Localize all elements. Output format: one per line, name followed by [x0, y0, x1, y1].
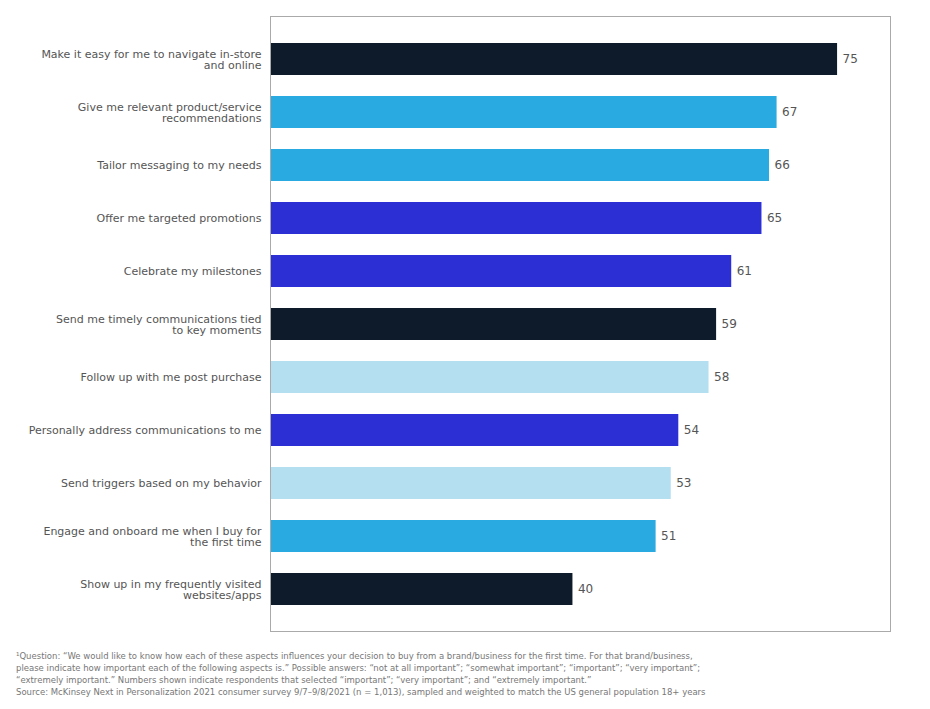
svg-text:Offer me targeted promotions: Offer me targeted promotions — [97, 212, 262, 225]
svg-text:Tailor messaging to my needs: Tailor messaging to my needs — [96, 159, 261, 172]
svg-text:61: 61 — [737, 264, 752, 278]
svg-text:Follow up with me post purchas: Follow up with me post purchase — [80, 371, 261, 384]
svg-text:53: 53 — [676, 476, 691, 490]
svg-text:40: 40 — [578, 582, 593, 596]
svg-text:Give me relevant product/servi: Give me relevant product/servicerecommen… — [78, 101, 262, 125]
svg-text:66: 66 — [775, 158, 790, 172]
svg-text:Send me timely communications: Send me timely communications tiedto key… — [56, 313, 262, 337]
svg-text:Engage and onboard me when I b: Engage and onboard me when I buy forthe … — [43, 525, 262, 549]
svg-text:58: 58 — [714, 370, 729, 384]
svg-text:54: 54 — [684, 423, 699, 437]
svg-text:59: 59 — [722, 317, 737, 331]
svg-text:Send triggers based on my beha: Send triggers based on my behavior — [61, 477, 262, 490]
html-text:¹Question: “We would like to k: ¹Question: “We would like to know how ea… — [16, 651, 706, 697]
svg-text:Make it easy for me to navigat: Make it easy for me to navigate in-store… — [41, 48, 261, 72]
svg-text:51: 51 — [661, 529, 676, 543]
svg-text:67: 67 — [782, 105, 797, 119]
svg-text:Personally address communicati: Personally address communications to me — [29, 424, 262, 437]
svg-text:75: 75 — [843, 52, 858, 66]
svg-text:Show up in my frequently visit: Show up in my frequently visitedwebsites… — [80, 578, 262, 602]
svg-text:65: 65 — [767, 211, 782, 225]
svg-text:Celebrate my milestones: Celebrate my milestones — [124, 265, 262, 278]
